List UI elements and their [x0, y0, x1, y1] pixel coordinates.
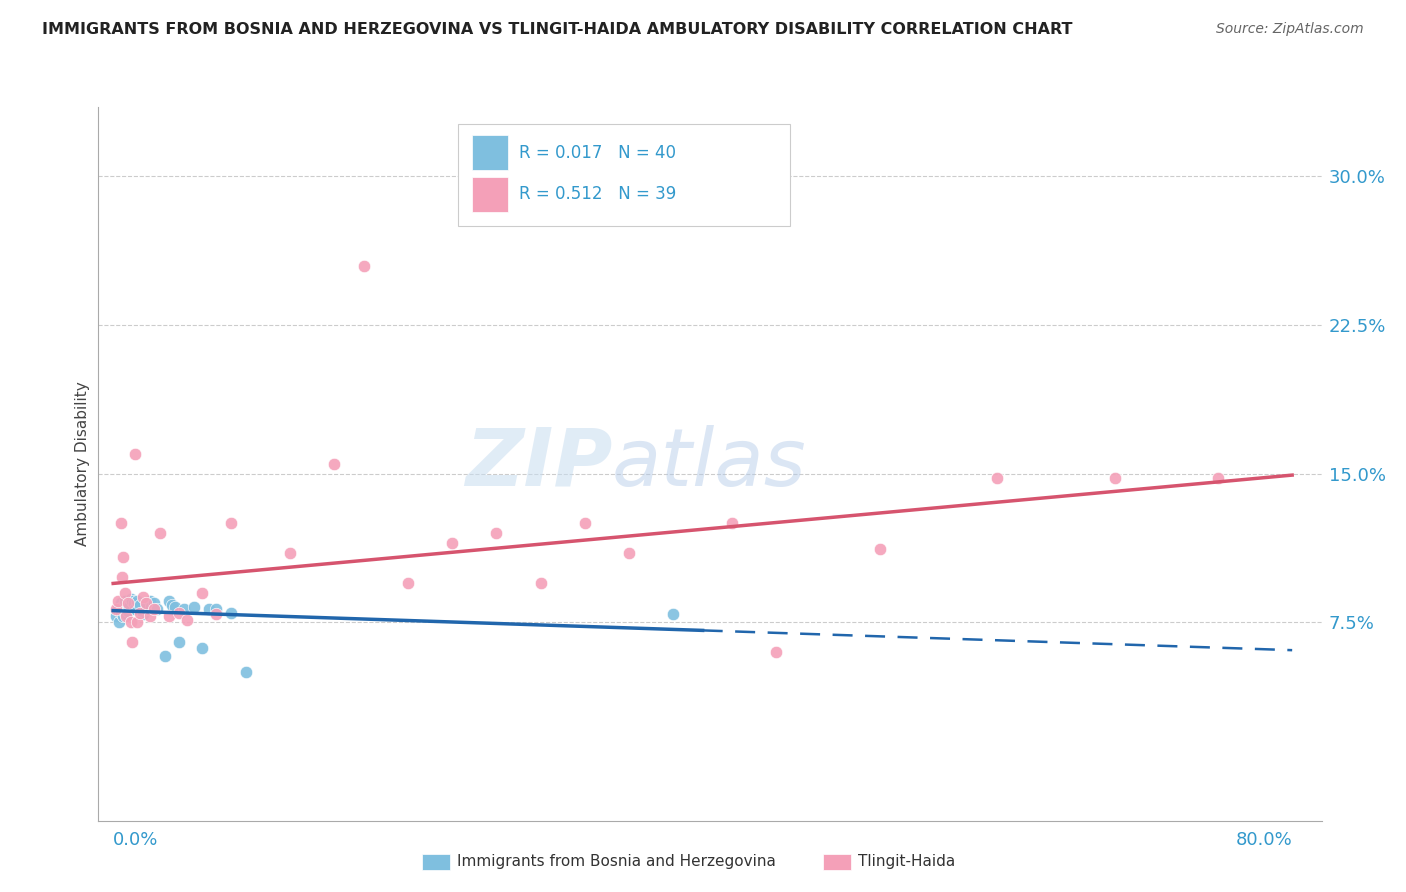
Text: 80.0%: 80.0% — [1236, 830, 1292, 848]
Text: R = 0.017   N = 40: R = 0.017 N = 40 — [519, 144, 676, 161]
Point — [110, 516, 132, 531]
Point — [110, 596, 132, 610]
Point — [143, 596, 166, 610]
Point — [114, 606, 136, 620]
Point — [169, 606, 191, 620]
Point — [111, 599, 134, 614]
Point — [153, 649, 176, 664]
Point — [135, 596, 157, 610]
Point — [125, 615, 148, 630]
Point — [157, 593, 180, 607]
Point — [441, 536, 464, 550]
Point — [124, 447, 146, 461]
Point — [110, 606, 132, 620]
Point — [115, 609, 138, 624]
Point — [198, 601, 221, 615]
Point — [529, 575, 551, 590]
Point — [112, 601, 135, 615]
Point — [131, 590, 153, 604]
Point — [617, 546, 640, 560]
Point — [146, 601, 169, 615]
Point — [136, 598, 159, 612]
Point — [125, 593, 148, 607]
Point — [121, 593, 143, 607]
Point — [135, 601, 157, 615]
Point — [219, 516, 242, 531]
Text: Immigrants from Bosnia and Herzegovina: Immigrants from Bosnia and Herzegovina — [457, 855, 776, 869]
Point — [118, 599, 141, 614]
Point — [165, 599, 187, 614]
Point — [396, 575, 419, 590]
Text: ZIP: ZIP — [465, 425, 612, 503]
Point — [128, 598, 150, 612]
Point — [120, 615, 142, 630]
Point — [107, 601, 129, 615]
Point — [176, 614, 198, 628]
Point — [121, 635, 143, 649]
Point — [143, 601, 166, 615]
Point — [114, 585, 136, 599]
Point — [128, 606, 150, 620]
Text: atlas: atlas — [612, 425, 807, 503]
Point — [131, 607, 153, 622]
Point — [120, 591, 142, 606]
Point — [117, 598, 139, 612]
Text: 0.0%: 0.0% — [112, 830, 159, 848]
Point — [141, 599, 163, 614]
Point — [353, 259, 375, 273]
Point — [112, 609, 135, 624]
Point — [574, 516, 596, 531]
Point — [107, 593, 129, 607]
Point — [124, 601, 146, 615]
Point — [169, 635, 191, 649]
Y-axis label: Ambulatory Disability: Ambulatory Disability — [75, 382, 90, 546]
Point — [278, 546, 301, 560]
Point — [111, 570, 134, 584]
Point — [157, 609, 180, 624]
Point — [173, 601, 195, 615]
Point — [205, 607, 228, 622]
Point — [765, 645, 787, 659]
Point — [205, 601, 228, 615]
Point — [149, 526, 172, 541]
Point — [108, 615, 131, 630]
Point — [986, 471, 1008, 485]
Point — [190, 641, 212, 656]
Point — [139, 609, 162, 624]
Point — [115, 607, 138, 622]
Point — [160, 598, 183, 612]
Point — [662, 607, 685, 622]
Point — [1208, 471, 1230, 485]
Point — [219, 606, 242, 620]
Point — [117, 596, 139, 610]
Point — [105, 601, 128, 615]
Point — [1104, 471, 1126, 485]
Point — [114, 593, 136, 607]
Point — [235, 665, 257, 679]
Point — [721, 516, 744, 531]
Text: Tlingit-Haida: Tlingit-Haida — [858, 855, 955, 869]
Point — [105, 609, 128, 624]
Point — [122, 596, 145, 610]
Point — [190, 585, 212, 599]
Point — [869, 542, 891, 557]
Text: Source: ZipAtlas.com: Source: ZipAtlas.com — [1216, 22, 1364, 37]
Point — [183, 599, 205, 614]
Point — [323, 457, 346, 471]
Point — [485, 526, 508, 541]
Point — [112, 549, 135, 564]
Point — [139, 593, 162, 607]
Text: IMMIGRANTS FROM BOSNIA AND HERZEGOVINA VS TLINGIT-HAIDA AMBULATORY DISABILITY CO: IMMIGRANTS FROM BOSNIA AND HERZEGOVINA V… — [42, 22, 1073, 37]
Text: R = 0.512   N = 39: R = 0.512 N = 39 — [519, 186, 676, 203]
Point — [117, 603, 139, 617]
